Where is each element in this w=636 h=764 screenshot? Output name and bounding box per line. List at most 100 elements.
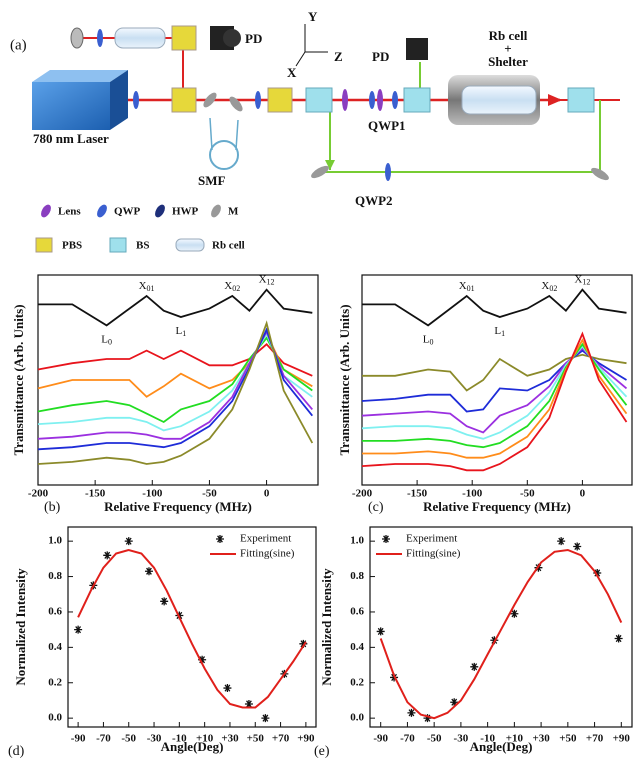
data-point (74, 625, 83, 634)
y-tick-label: 0.6 (350, 605, 364, 617)
x-tick-label: -200 (28, 488, 49, 500)
annotation: X02 (224, 280, 240, 293)
fit-line (77, 548, 307, 709)
spectrum-line (361, 347, 628, 434)
y-tick-label: 0.4 (48, 641, 62, 653)
x-tick-label: -200 (352, 488, 373, 500)
annotation-sub: 02 (232, 284, 240, 293)
x-tick-label: -50 (427, 733, 442, 745)
spectrum-line (38, 288, 313, 327)
panel-label: (d) (8, 744, 25, 759)
axis-label: X (287, 65, 297, 80)
x-tick-label: +50 (247, 733, 265, 745)
x-tick-label: +10 (196, 733, 214, 745)
y-tick-label: 1.0 (350, 535, 364, 547)
annotation-sub: 01 (467, 284, 475, 293)
x-tick-label: -70 (400, 733, 415, 745)
annotation-text: L (101, 333, 108, 345)
cell-label: Rb cell (489, 28, 528, 43)
spectrum-line (362, 342, 628, 449)
data-point (244, 699, 253, 708)
y-axis-label: Normalized Intensity (319, 568, 334, 686)
x-tick-label: -150 (85, 488, 106, 500)
x-tick-label: -50 (520, 488, 535, 500)
spectrum-line (362, 353, 627, 392)
pd-label: PD (245, 31, 262, 46)
x-tick-label: -70 (96, 733, 111, 745)
panel-label: (b) (44, 500, 61, 515)
legend-label: BS (136, 240, 149, 252)
plot-frame (37, 274, 319, 486)
spectrum-line (37, 320, 314, 465)
data-point (614, 634, 623, 643)
chart: -90 -70 -50 -30 -10 +10 +30 +50 +70 +90 0.0 0.2 0.4 0… (8, 526, 317, 759)
legend-swatch (216, 535, 224, 543)
annotation-text: L (175, 325, 182, 337)
data-point (103, 551, 112, 560)
annotation-text: X (224, 280, 232, 292)
spectrum-line (362, 338, 628, 459)
annotation-text: L (423, 333, 430, 345)
panel-label: (e) (314, 744, 330, 759)
data-point (450, 698, 459, 707)
panel-label: (a) (10, 37, 27, 53)
data-point (376, 627, 385, 636)
data-point (470, 662, 479, 671)
y-axis-label: Transmittance (Arb. Units) (11, 304, 26, 455)
x-tick-label: 0 (264, 488, 270, 500)
annotation-sub: 0 (429, 337, 433, 346)
x-axis-label: Angle(Deg) (470, 739, 533, 754)
annotation: X12 (574, 273, 590, 286)
data-point (198, 655, 207, 664)
legend-label: Rb cell (212, 240, 245, 252)
x-tick-label: +50 (559, 733, 577, 745)
annotation: L0 (101, 333, 112, 346)
setup-diagram: (a) PD 780 nm Laser SMF QWP1 PD Y Z X Rb… (10, 9, 620, 253)
y-tick-label: 0.2 (48, 676, 62, 688)
legend-label: Experiment (406, 533, 457, 545)
legend-label: M (228, 206, 239, 218)
laser-label: 780 nm Laser (33, 131, 109, 146)
x-tick-label: -90 (373, 733, 388, 745)
x-tick-label: -10 (172, 733, 187, 745)
chart: -200 -150 -100 -50 0 Relative Frequency (MHz)… (11, 273, 319, 515)
plot-frame (369, 526, 633, 728)
x-tick-label: -100 (462, 488, 483, 500)
y-tick-label: 0.0 (48, 712, 62, 724)
x-tick-label: +30 (221, 733, 239, 745)
y-tick-label: 0.2 (350, 676, 364, 688)
legend-label: HWP (172, 206, 199, 218)
x-tick-label: -50 (202, 488, 217, 500)
fit-line (379, 548, 623, 720)
pd-label: PD (372, 49, 389, 64)
chart: -90 -70 -50 -30 -10 +10 +30 +50 +70 +90 0.0 0.2 0.4 0… (314, 526, 633, 759)
chart: -200 -150 -100 -50 0 Relative Frequency (MHz)… (337, 273, 633, 515)
annotation: X01 (459, 280, 475, 293)
y-tick-label: 0.0 (350, 712, 364, 724)
annotation-text: X (574, 273, 582, 285)
panel-label: (c) (368, 500, 384, 515)
annotation: L1 (175, 325, 186, 338)
annotation: X01 (139, 280, 155, 293)
spectrum-line (37, 327, 314, 451)
annotation-sub: 1 (501, 329, 505, 338)
spectrum-line (37, 336, 313, 424)
y-tick-label: 1.0 (48, 535, 62, 547)
x-tick-label: 0 (580, 488, 586, 500)
smf-label: SMF (198, 173, 226, 188)
x-tick-label: +90 (613, 733, 631, 745)
x-tick-label: +10 (506, 733, 524, 745)
y-axis-label: Normalized Intensity (13, 568, 28, 686)
x-tick-label: -30 (147, 733, 162, 745)
annotation-sub: 12 (267, 278, 275, 287)
y-tick-label: 0.8 (48, 570, 62, 582)
annotation: X12 (259, 273, 275, 286)
data-point (261, 714, 270, 723)
annotation-text: X (139, 280, 147, 292)
annotation-sub: 12 (582, 278, 590, 287)
annotation-text: X (459, 280, 467, 292)
x-tick-label: -50 (121, 733, 136, 745)
y-axis-label: Transmittance (Arb. Units) (337, 304, 352, 455)
x-tick-label: +70 (272, 733, 290, 745)
